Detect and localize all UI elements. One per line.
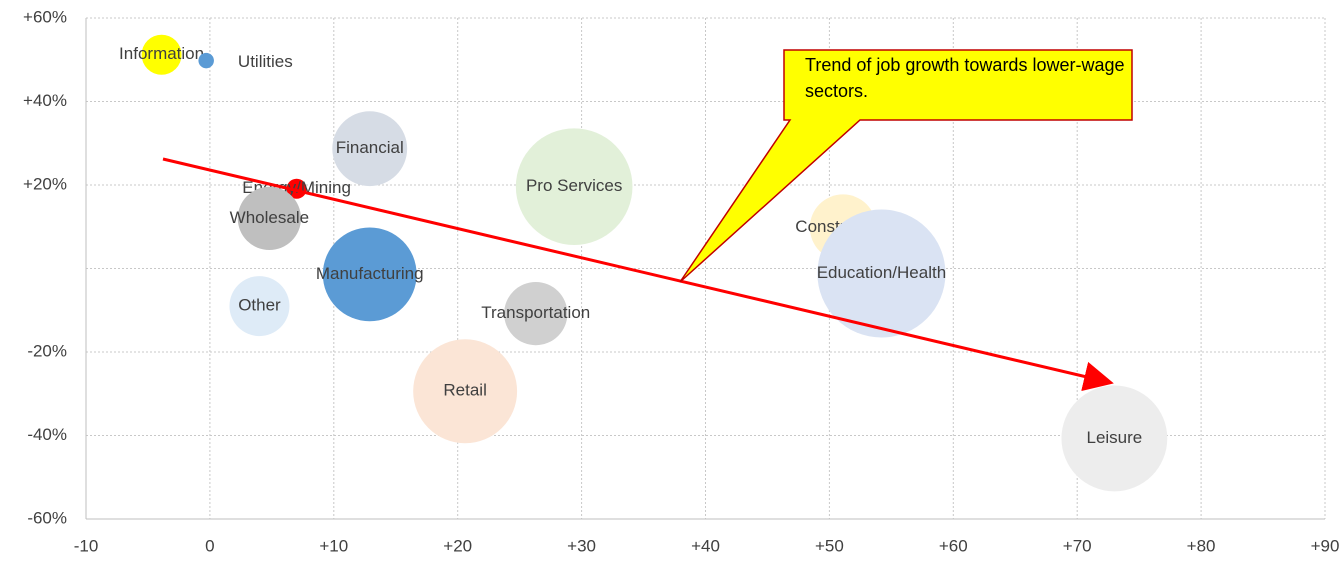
x-tick-label: +90	[1311, 536, 1340, 555]
x-tick-label: +40	[691, 536, 720, 555]
bubble-label: Retail	[443, 381, 486, 400]
x-tick-label: +20	[443, 536, 472, 555]
x-tick-label: +10	[319, 536, 348, 555]
bubble	[817, 209, 946, 338]
bubble-label: Financial	[336, 138, 404, 157]
bubble-label: Education/Health	[817, 263, 946, 282]
bubble-label: Information	[119, 44, 204, 63]
bubble	[141, 34, 182, 75]
callout	[679, 49, 1133, 283]
bubble	[1061, 385, 1168, 492]
bubble-label: Other	[238, 296, 281, 315]
x-tick-label: +30	[567, 536, 596, 555]
bubble	[322, 227, 417, 322]
bubble	[515, 128, 633, 245]
annotation: Trend of job growth towards lower-wage s…	[805, 55, 1125, 101]
bubble-label: Manufacturing	[316, 264, 424, 283]
bubble-label: Leisure	[1086, 428, 1142, 447]
y-tick-label: -20%	[27, 341, 67, 360]
y-tick-label: -40%	[27, 425, 67, 444]
bubble	[504, 281, 568, 346]
bubble-label: Wholesale	[230, 208, 309, 227]
bubble-label: Utilities	[238, 52, 293, 71]
y-tick-label: -60%	[27, 508, 67, 527]
y-tick-label: +20%	[23, 174, 67, 193]
trend-arrow	[162, 157, 1114, 392]
x-tick-label: +50	[815, 536, 844, 555]
x-tick-label: +80	[1187, 536, 1216, 555]
y-tick-label: +60%	[23, 7, 67, 26]
bubble-label: Transportation	[481, 303, 590, 322]
x-tick-label: -10	[74, 536, 99, 555]
bubble-label: Pro Services	[526, 176, 622, 195]
bubble	[198, 52, 214, 69]
x-tick-label: 0	[205, 536, 214, 555]
bubble	[237, 186, 301, 251]
bubble	[286, 178, 307, 199]
bubble	[229, 276, 290, 337]
x-tick-label: +60	[939, 536, 968, 555]
x-tick-label: +70	[1063, 536, 1092, 555]
y-tick-label: +40%	[23, 91, 67, 110]
bubble	[332, 111, 408, 187]
bubble	[413, 339, 518, 444]
